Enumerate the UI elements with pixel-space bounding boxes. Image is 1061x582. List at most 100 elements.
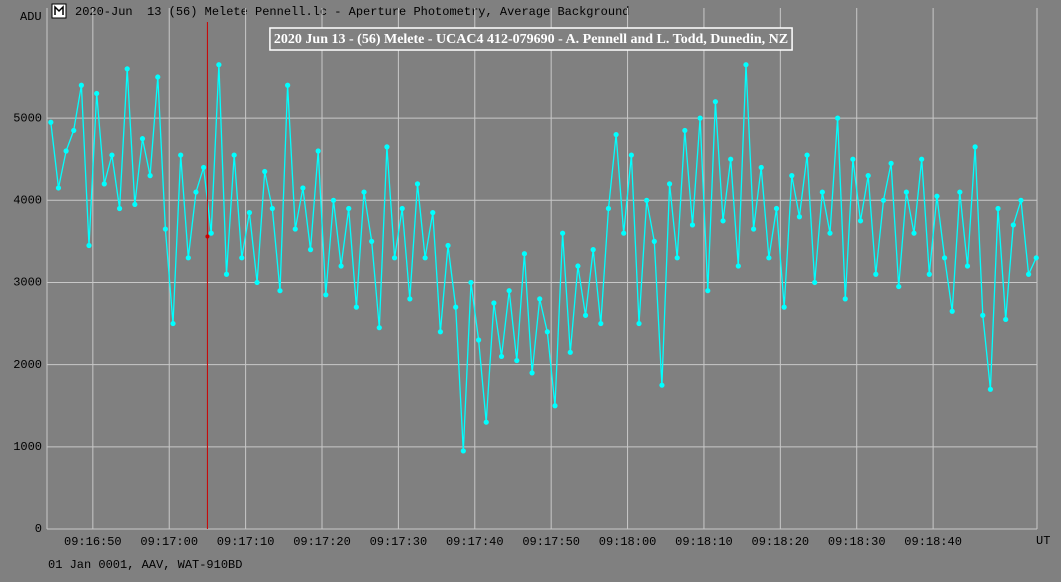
data-point [391, 255, 398, 261]
data-point [422, 255, 428, 261]
data-point [796, 214, 803, 220]
data-point [1018, 197, 1024, 203]
data-point [483, 419, 489, 425]
data-point [697, 115, 703, 121]
title-box [269, 27, 793, 51]
data-point [399, 205, 405, 212]
data-point [384, 144, 390, 150]
data-point [63, 148, 69, 154]
data-point [185, 255, 191, 261]
data-point [101, 181, 107, 187]
data-point [674, 255, 680, 261]
data-point [636, 320, 642, 327]
data-point [934, 193, 940, 199]
data-point [705, 288, 711, 294]
data-point [262, 168, 268, 175]
data-point [964, 263, 971, 269]
data-point [514, 357, 520, 364]
data-point [613, 131, 619, 138]
data-point [86, 242, 92, 249]
data-point [430, 210, 436, 216]
data-point [1003, 316, 1009, 323]
data-point [78, 82, 84, 88]
data-point [460, 448, 466, 454]
data-point [223, 271, 230, 277]
data-point [880, 197, 887, 203]
data-point [735, 263, 741, 269]
data-point [323, 292, 329, 298]
data-point [529, 370, 535, 376]
data-point [850, 156, 856, 162]
data-point [155, 74, 161, 80]
data-point [728, 156, 734, 162]
data-point [789, 173, 795, 179]
x-tick-label: 09:17:10 [217, 535, 275, 549]
data-point [231, 152, 237, 158]
data-point [346, 205, 352, 212]
data-point [1025, 271, 1032, 277]
footer: 01 Jan 0001, AAV, WAT-910BD [48, 558, 242, 572]
data-point [170, 320, 176, 327]
data-line [50, 64, 1037, 451]
data-point [720, 218, 726, 224]
data-point [972, 144, 978, 150]
data-point [888, 160, 894, 166]
data-point [453, 304, 459, 310]
data-point [605, 205, 612, 212]
data-point [919, 156, 925, 162]
data-point [216, 62, 222, 68]
data-point [560, 230, 566, 236]
data-point [55, 185, 62, 191]
data-point [712, 99, 719, 105]
data-point [369, 238, 375, 244]
data-point [804, 152, 810, 158]
x-axis-label: UT [1036, 534, 1050, 548]
data-point [414, 181, 421, 187]
x-tick-label: 09:18:00 [599, 535, 657, 549]
data-point [300, 185, 306, 191]
data-point [812, 279, 818, 286]
data-point [132, 201, 138, 208]
window-title: 2020-Jun 13 (56) Melete Pennell.lc - Ape… [75, 5, 630, 19]
data-point [689, 222, 696, 228]
data-point [682, 127, 688, 134]
x-tick-label: 09:18:40 [904, 535, 962, 549]
data-point [949, 308, 955, 314]
data-point [506, 288, 512, 294]
x-tick-label: 09:17:00 [140, 535, 198, 549]
y-axis-label: ADU [20, 10, 42, 24]
data-point [330, 197, 337, 203]
data-point [361, 189, 367, 195]
data-point [376, 325, 382, 331]
data-point [758, 164, 764, 171]
data-point [193, 189, 199, 195]
data-point [1010, 222, 1016, 228]
data-point [254, 279, 260, 286]
data-point [911, 230, 917, 236]
data-point [835, 115, 841, 121]
data-point [766, 255, 772, 261]
data-point [475, 337, 482, 343]
data-point [743, 62, 749, 68]
x-tick-label: 09:17:20 [293, 535, 351, 549]
data-point [865, 173, 871, 179]
data-point [873, 271, 879, 277]
data-point [957, 189, 963, 195]
data-point [987, 386, 994, 392]
data-point [338, 263, 344, 269]
data-point [552, 403, 558, 409]
y-tick-label: 0 [35, 522, 42, 536]
data-point [980, 312, 986, 318]
data-point [590, 246, 596, 253]
x-tick-label: 09:18:20 [752, 535, 810, 549]
data-point [567, 349, 573, 355]
data-point [116, 205, 123, 212]
data-point [781, 304, 787, 310]
app-icon [51, 3, 67, 19]
data-point [315, 148, 321, 154]
data-point [208, 230, 214, 236]
data-point [842, 296, 848, 302]
x-tick-label: 09:16:50 [64, 535, 122, 549]
data-point [178, 152, 184, 158]
